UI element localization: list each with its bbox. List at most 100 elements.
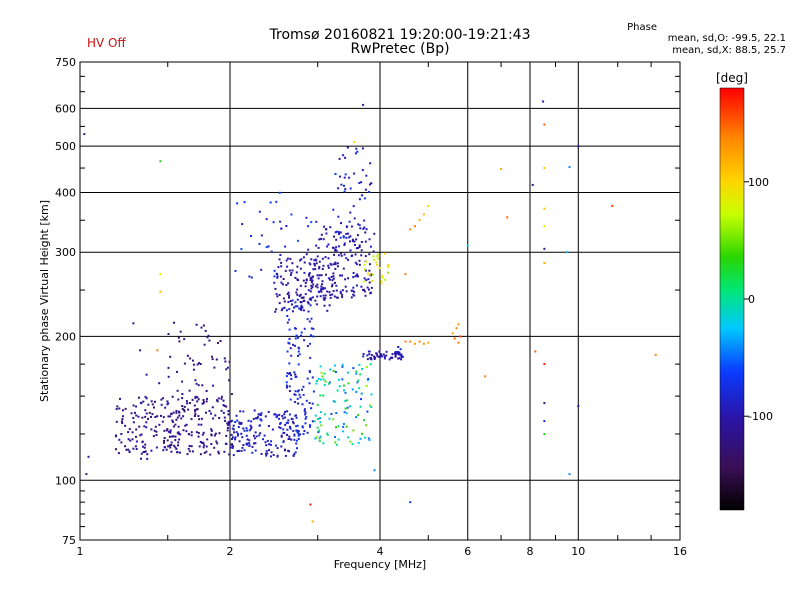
- data-point: [308, 272, 311, 275]
- data-point: [364, 188, 367, 191]
- data-point: [334, 173, 337, 175]
- data-point: [190, 431, 193, 434]
- data-point: [378, 350, 381, 353]
- data-point: [413, 342, 416, 345]
- data-point: [343, 242, 346, 245]
- data-point: [377, 253, 379, 256]
- data-point: [190, 418, 193, 421]
- data-point: [282, 278, 285, 280]
- data-point: [341, 296, 344, 298]
- data-point: [349, 240, 351, 243]
- data-point: [303, 410, 306, 412]
- data-point: [363, 226, 366, 229]
- data-point: [323, 304, 326, 307]
- data-point: [360, 392, 363, 395]
- data-point: [355, 263, 358, 266]
- data-point: [370, 393, 373, 396]
- data-point: [356, 381, 359, 384]
- data-point: [328, 304, 331, 307]
- data-point: [324, 228, 327, 231]
- data-point: [346, 399, 349, 402]
- data-point: [276, 276, 279, 279]
- data-point: [177, 432, 180, 435]
- data-point: [320, 424, 323, 427]
- data-point: [195, 431, 198, 434]
- data-point: [135, 405, 138, 408]
- data-point: [340, 183, 343, 186]
- data-point: [238, 449, 241, 452]
- data-point: [254, 431, 257, 434]
- data-point: [167, 445, 170, 448]
- data-point: [370, 291, 372, 294]
- data-point: [328, 381, 331, 384]
- data-point: [334, 436, 336, 438]
- data-point: [322, 238, 325, 241]
- data-point: [299, 284, 302, 287]
- data-point: [302, 393, 305, 396]
- data-point: [286, 293, 289, 295]
- data-point: [316, 274, 319, 277]
- colorbar-label: [deg]: [716, 71, 748, 85]
- data-point: [308, 262, 311, 265]
- data-point: [343, 384, 345, 387]
- data-point: [298, 295, 301, 297]
- data-point: [115, 420, 118, 423]
- data-point: [369, 245, 372, 248]
- data-point: [213, 434, 216, 437]
- data-point: [320, 285, 323, 288]
- data-point: [238, 440, 241, 443]
- data-point: [334, 400, 337, 403]
- data-point: [144, 450, 147, 453]
- data-point: [201, 433, 204, 436]
- data-point: [319, 295, 322, 298]
- data-point: [329, 368, 332, 371]
- data-point: [373, 358, 376, 360]
- data-point: [197, 384, 200, 387]
- data-point: [177, 425, 180, 428]
- data-point: [298, 393, 301, 396]
- data-point: [232, 454, 235, 457]
- data-point: [321, 280, 324, 283]
- data-point: [334, 267, 337, 270]
- data-point: [192, 368, 195, 371]
- data-point: [200, 326, 203, 329]
- data-point: [296, 305, 299, 308]
- data-point: [305, 278, 308, 281]
- data-point: [301, 426, 304, 429]
- data-point: [233, 431, 236, 434]
- data-point: [190, 434, 193, 437]
- data-point: [201, 402, 204, 405]
- data-point: [337, 425, 340, 428]
- data-point: [194, 379, 197, 382]
- data-point: [337, 254, 340, 257]
- data-point: [339, 274, 341, 277]
- data-point: [186, 453, 189, 456]
- data-point: [356, 234, 359, 237]
- data-point: [160, 414, 162, 417]
- data-point: [226, 427, 229, 429]
- data-point: [223, 357, 226, 360]
- data-point: [171, 419, 174, 422]
- data-point: [344, 391, 347, 394]
- data-point: [285, 259, 288, 262]
- data-point: [275, 272, 278, 275]
- data-point: [85, 473, 88, 476]
- data-point: [294, 393, 297, 396]
- data-point: [250, 420, 253, 423]
- data-point: [355, 274, 358, 277]
- data-point: [364, 240, 367, 243]
- data-point: [333, 253, 335, 256]
- data-point: [294, 344, 296, 347]
- data-point: [292, 454, 295, 457]
- data-point: [288, 318, 291, 321]
- data-point: [223, 404, 226, 407]
- data-point: [342, 235, 345, 238]
- data-point: [286, 350, 289, 353]
- data-point: [317, 377, 320, 380]
- data-point: [251, 445, 254, 448]
- data-point: [210, 429, 213, 432]
- data-point: [355, 238, 358, 241]
- data-point: [280, 435, 283, 438]
- data-point: [270, 455, 272, 458]
- data-point: [120, 420, 123, 423]
